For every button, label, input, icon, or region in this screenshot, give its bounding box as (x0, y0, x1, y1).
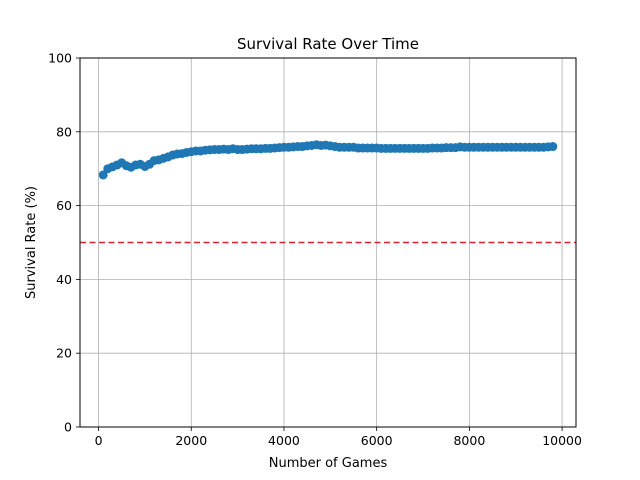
y-tick-label: 20 (56, 346, 72, 361)
y-tick-label: 40 (56, 272, 72, 287)
y-axis-title: Survival Rate (%) (24, 186, 39, 299)
y-tick-label: 100 (48, 51, 72, 66)
x-tick-label: 0 (95, 433, 103, 448)
x-axis-title: Number of Games (269, 456, 388, 471)
x-tick-label: 8000 (453, 433, 485, 448)
x-tick-label: 6000 (361, 433, 393, 448)
x-tick-label: 2000 (175, 433, 207, 448)
tick-layer: 0 2000 4000 6000 8000 10000 0 20 40 60 80 100 (48, 51, 582, 449)
y-tick-label: 0 (64, 420, 72, 435)
y-tick-label: 80 (56, 124, 72, 139)
x-tick-label: 10000 (542, 433, 582, 448)
chart-title: Survival Rate Over Time (237, 35, 419, 53)
data-point (98, 170, 108, 180)
plot-frame (79, 57, 577, 428)
series-layer (98, 140, 558, 180)
data-point (548, 142, 558, 152)
y-tick-label: 60 (56, 198, 72, 213)
x-tick-label: 4000 (268, 433, 300, 448)
